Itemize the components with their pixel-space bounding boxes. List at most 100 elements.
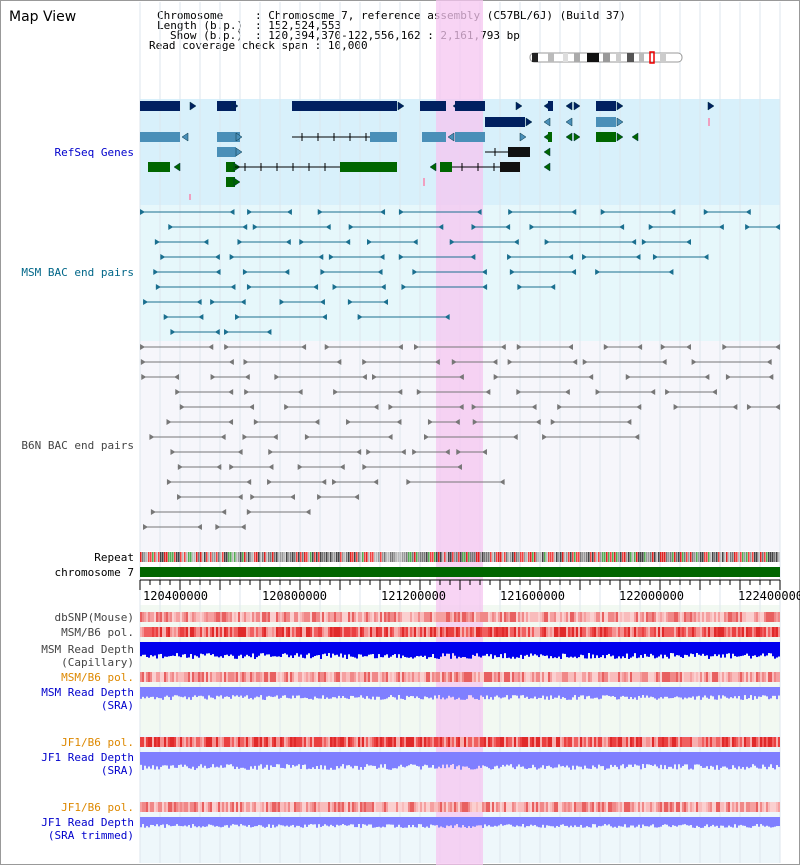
jf1-depth-trimmed-bar [462, 817, 464, 826]
jf1-pol-trim-cell [688, 802, 690, 812]
msm-depth-capillary-bar [394, 642, 396, 655]
jf1-pol-cell [250, 737, 252, 747]
msm-depth-sra-bar [684, 687, 686, 698]
jf1-pol-trim-cell [368, 802, 370, 812]
msm-pol-cell [454, 627, 456, 637]
jf1-depth-trimmed-bar [458, 817, 460, 828]
jf1-pol-cell [150, 737, 152, 747]
bac-end-marker [444, 314, 450, 320]
jf1-depth-trimmed-bar [210, 817, 212, 825]
msm-pol-cell [316, 627, 318, 637]
jf1-depth-sra-bar [700, 752, 702, 767]
repeat-block [420, 552, 422, 562]
jf1-pol-trim-cell [240, 802, 242, 812]
msm-pol-cell [172, 627, 174, 637]
jf1-depth-sra-bar [398, 752, 400, 767]
bac-end-marker [242, 269, 248, 275]
msm-pol-sra-cell [388, 672, 390, 682]
repeat-block [468, 552, 470, 562]
jf1-pol-trim-cell [530, 802, 532, 812]
msm-pol-sra-cell [552, 672, 554, 682]
jf1-pol-trim-cell [646, 802, 648, 812]
jf1-pol-cell [474, 737, 476, 747]
msm-pol-sra-cell [182, 672, 184, 682]
msm-pol-cell [440, 627, 442, 637]
jf1-depth-trimmed-bar [520, 817, 522, 827]
repeat-block [562, 552, 564, 562]
bac-end-marker [346, 419, 352, 425]
bac-end-marker [154, 239, 160, 245]
jf1-pol-trim-cell [142, 802, 144, 812]
msm-pol-cell [290, 627, 292, 637]
jf1-depth-sra-bar [718, 752, 720, 770]
jf1-depth-sra-bar [196, 752, 198, 769]
msm-pol-cell [748, 627, 750, 637]
repeat-block [148, 552, 150, 562]
msm-depth-capillary-bar [540, 642, 542, 655]
gene-arrow [565, 101, 573, 111]
repeat-block [290, 552, 292, 562]
jf1-depth-trimmed-bar [324, 817, 326, 825]
jf1-depth-sra-bar [432, 752, 434, 766]
msm-pol-sra-cell [408, 672, 410, 682]
msm-pol-sra-cell [646, 672, 648, 682]
repeat-block [472, 552, 474, 562]
msm-depth-sra-bar [534, 687, 536, 697]
msm-depth-capillary-bar [728, 642, 730, 654]
jf1-pol-trim-cell [696, 802, 698, 812]
msm-pol-sra-cell [458, 672, 460, 682]
dbsnp-cell [610, 612, 612, 622]
jf1-pol-cell [468, 737, 470, 747]
msm-depth-capillary-bar [328, 642, 330, 654]
jf1-pol-trim-cell [490, 802, 492, 812]
msm-depth-sra-bar [338, 687, 340, 696]
msm-depth-sra-bar [656, 687, 658, 700]
jf1-pol-cell [478, 737, 480, 747]
jf1-pol-trim-cell [360, 802, 362, 812]
jf1-pol-trim-cell [190, 802, 192, 812]
gene-arrow [565, 132, 573, 142]
msm-pol-sra-cell [428, 672, 430, 682]
dbsnp-cell [294, 612, 296, 622]
bac-end-marker [149, 434, 155, 440]
msm-depth-capillary-bar [510, 642, 512, 659]
msm-depth-capillary-bar [672, 642, 674, 654]
dbsnp-cell [484, 612, 486, 622]
bac-end-marker [228, 389, 234, 395]
dbsnp-cell [482, 612, 484, 622]
jf1-depth-trimmed-bar [620, 817, 622, 827]
jf1-pol-trim-cell [528, 802, 530, 812]
bac-end-marker [434, 359, 440, 365]
msm-pol-cell [168, 627, 170, 637]
jf1-pol-trim-cell [292, 802, 294, 812]
msm-depth-sra-bar [504, 687, 506, 698]
jf1-pol-trim-cell [482, 802, 484, 812]
msm-pol-sra-cell [560, 672, 562, 682]
dbsnp-cell [694, 612, 696, 622]
msm-pol-sra-cell [282, 672, 284, 682]
jf1-depth-trimmed-bar [450, 817, 452, 826]
jf1-depth-trimmed-bar [674, 817, 676, 826]
jf1-depth-sra-bar [708, 752, 710, 770]
bac-end-marker [650, 389, 656, 395]
msm-depth-sra-bar [298, 687, 300, 696]
jf1-depth-trimmed-bar [322, 817, 324, 826]
msm-depth-sra-bar [630, 687, 632, 697]
repeat-block [778, 552, 780, 562]
jf1-pol-trim-cell [654, 802, 656, 812]
msm-pol-cell [144, 627, 146, 637]
dbsnp-cell [314, 612, 316, 622]
jf1-depth-sra-bar [638, 752, 640, 766]
jf1-pol-cell [192, 737, 194, 747]
msm-pol-sra-cell [420, 672, 422, 682]
jf1-pol-trim-cell [772, 802, 774, 812]
msm-depth-sra-bar [718, 687, 720, 696]
msm-pol-sra-cell [218, 672, 220, 682]
repeat-block [158, 552, 160, 562]
msm-depth-capillary-bar [734, 642, 736, 657]
jf1-pol-trim-cell [440, 802, 442, 812]
msm-depth-capillary-bar [210, 642, 212, 656]
msm-depth-sra-bar [764, 687, 766, 696]
gene-arrow [519, 132, 527, 142]
